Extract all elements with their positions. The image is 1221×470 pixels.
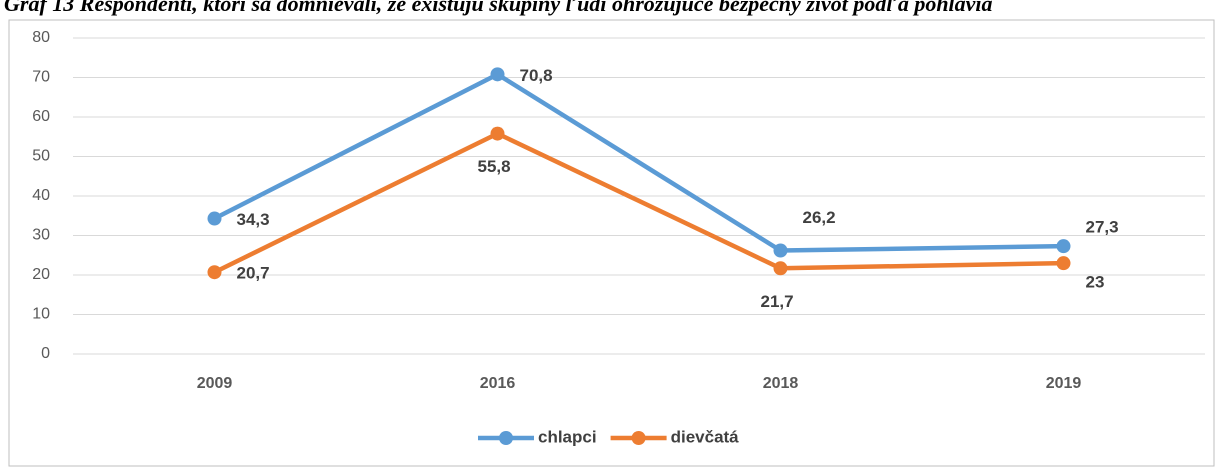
y-tick-label: 0	[41, 345, 50, 362]
line	[213, 131, 1064, 275]
marker	[1056, 256, 1071, 271]
y-tick-label: 80	[32, 29, 50, 46]
marker	[207, 265, 222, 280]
chart-title: Graf 13 Respondenti, ktorí sa domnievali…	[4, 0, 993, 16]
marker	[490, 67, 505, 82]
x-tick-label: 2018	[763, 375, 799, 392]
data-label: 70,8	[520, 66, 553, 85]
x-tick-label: 2009	[197, 375, 233, 392]
y-tick-label: 30	[32, 227, 50, 244]
legend-marker	[631, 431, 646, 445]
marker	[207, 211, 222, 226]
y-tick-label: 10	[32, 306, 50, 323]
marker	[1056, 239, 1071, 254]
data-label: 27,3	[1086, 218, 1119, 237]
y-tick-label: 60	[32, 108, 50, 125]
legend-label: chlapci	[538, 427, 597, 446]
data-label: 21,7	[761, 292, 794, 311]
legend-marker	[499, 431, 513, 445]
chart-border	[8, 19, 1215, 467]
data-label: 55,8	[478, 157, 511, 176]
data-label: 23	[1086, 273, 1105, 292]
legend-label: dievčatá	[671, 427, 740, 446]
y-tick-label: 70	[32, 69, 50, 86]
data-label: 26,2	[803, 208, 836, 227]
marker	[773, 243, 788, 258]
y-tick-label: 50	[32, 148, 50, 165]
line	[213, 72, 1064, 253]
x-tick-label: 2019	[1046, 375, 1082, 392]
marker	[490, 126, 505, 141]
y-tick-label: 20	[32, 266, 50, 283]
data-label: 20,7	[237, 264, 270, 283]
data-label: 34,3	[237, 210, 270, 229]
marker	[773, 261, 788, 276]
x-tick-label: 2016	[480, 375, 516, 392]
y-tick-label: 40	[32, 187, 50, 204]
